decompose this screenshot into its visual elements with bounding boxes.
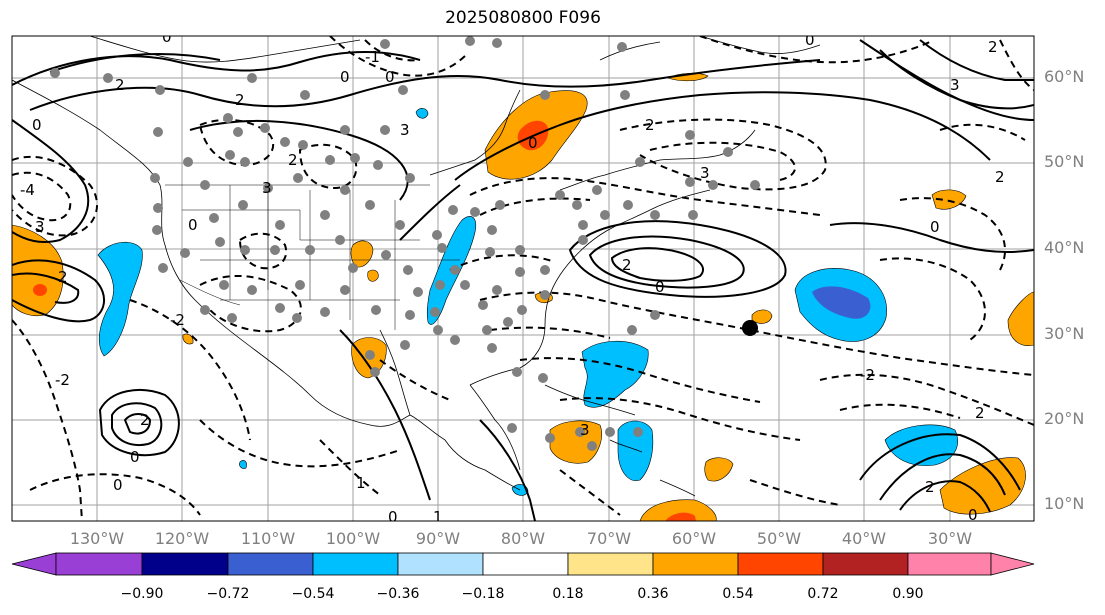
svg-text:2: 2 bbox=[925, 478, 935, 496]
svg-text:2: 2 bbox=[622, 256, 632, 274]
svg-text:2: 2 bbox=[140, 411, 150, 429]
contours-negative bbox=[12, 36, 1034, 521]
svg-text:-2: -2 bbox=[55, 371, 70, 389]
svg-text:0: 0 bbox=[528, 134, 538, 152]
svg-text:0: 0 bbox=[162, 28, 172, 46]
lon-label: 40°W bbox=[841, 529, 887, 548]
svg-text:0: 0 bbox=[388, 508, 398, 526]
svg-text:2: 2 bbox=[235, 91, 245, 109]
colorbar-tick: −0.36 bbox=[376, 586, 420, 602]
svg-text:2: 2 bbox=[115, 76, 125, 94]
svg-text:0: 0 bbox=[385, 68, 395, 86]
contours-positive bbox=[12, 39, 1034, 521]
colorbar-tick: 0.18 bbox=[552, 586, 584, 602]
svg-text:0: 0 bbox=[930, 218, 940, 236]
lat-label: 20°N bbox=[1044, 409, 1085, 428]
lat-label: 30°N bbox=[1044, 324, 1085, 343]
lon-label: 90°W bbox=[415, 529, 461, 548]
lat-label: 40°N bbox=[1044, 238, 1085, 257]
svg-text:-4: -4 bbox=[20, 181, 35, 199]
colorbar-tick: −0.18 bbox=[461, 586, 505, 602]
colorbar-tick: −0.90 bbox=[120, 586, 164, 602]
lon-label: 50°W bbox=[756, 529, 802, 548]
lon-label: 60°W bbox=[671, 529, 717, 548]
marker-point bbox=[742, 320, 758, 336]
svg-text:0: 0 bbox=[340, 68, 350, 86]
svg-text:-1: -1 bbox=[365, 48, 380, 66]
lon-label: 110°W bbox=[240, 529, 296, 548]
svg-text:0: 0 bbox=[188, 216, 198, 234]
svg-text:-2: -2 bbox=[860, 366, 875, 384]
lat-label: 10°N bbox=[1044, 494, 1085, 513]
map-frame bbox=[11, 35, 1035, 522]
colorbar-extend-high bbox=[990, 552, 1035, 576]
lon-label: 120°W bbox=[154, 529, 210, 548]
svg-text:3: 3 bbox=[950, 76, 960, 94]
svg-text:2: 2 bbox=[58, 268, 68, 286]
svg-text:3: 3 bbox=[262, 179, 272, 197]
colorbar-tick: −0.72 bbox=[206, 586, 250, 602]
svg-text:0: 0 bbox=[130, 448, 140, 466]
lon-label: 80°W bbox=[500, 529, 546, 548]
svg-text:3: 3 bbox=[35, 218, 45, 236]
svg-text:2: 2 bbox=[975, 404, 985, 422]
svg-text:2: 2 bbox=[288, 151, 298, 169]
svg-text:0: 0 bbox=[655, 278, 665, 296]
colorbar-tick: 0.90 bbox=[892, 586, 924, 602]
lat-label: 50°N bbox=[1044, 152, 1085, 171]
svg-text:2: 2 bbox=[645, 116, 655, 134]
svg-text:0: 0 bbox=[805, 31, 815, 49]
lon-label: 100°W bbox=[325, 529, 381, 548]
svg-text:-2: -2 bbox=[170, 311, 185, 329]
svg-text:3: 3 bbox=[400, 121, 410, 139]
contour-labels: 0 2 2 0 -1 0 3 2 3 0 -4 3 2 0 -2 -2 2 0 … bbox=[20, 28, 1005, 526]
lat-label: 60°N bbox=[1044, 67, 1085, 86]
lon-label: 70°W bbox=[586, 529, 632, 548]
svg-text:2: 2 bbox=[988, 38, 998, 56]
svg-text:1: 1 bbox=[356, 474, 366, 492]
colorbar bbox=[11, 552, 1035, 576]
colorbar-tick: −0.54 bbox=[291, 586, 335, 602]
colorbar-tick: 0.36 bbox=[637, 586, 669, 602]
svg-text:2: 2 bbox=[995, 168, 1005, 186]
svg-text:0: 0 bbox=[968, 506, 978, 524]
lon-label: 30°W bbox=[927, 529, 973, 548]
svg-text:1: 1 bbox=[433, 508, 443, 526]
svg-text:3: 3 bbox=[700, 164, 710, 182]
colorbar-tick: 0.72 bbox=[807, 586, 839, 602]
observation-stations bbox=[50, 36, 760, 451]
lon-label: 130°W bbox=[69, 529, 125, 548]
map-title: 2025080800 F096 bbox=[445, 8, 601, 28]
svg-text:0: 0 bbox=[32, 116, 42, 134]
svg-text:3: 3 bbox=[580, 421, 590, 439]
colorbar-tick: 0.54 bbox=[722, 586, 754, 602]
colorbar-extend-low bbox=[11, 552, 57, 576]
svg-text:0: 0 bbox=[113, 476, 123, 494]
